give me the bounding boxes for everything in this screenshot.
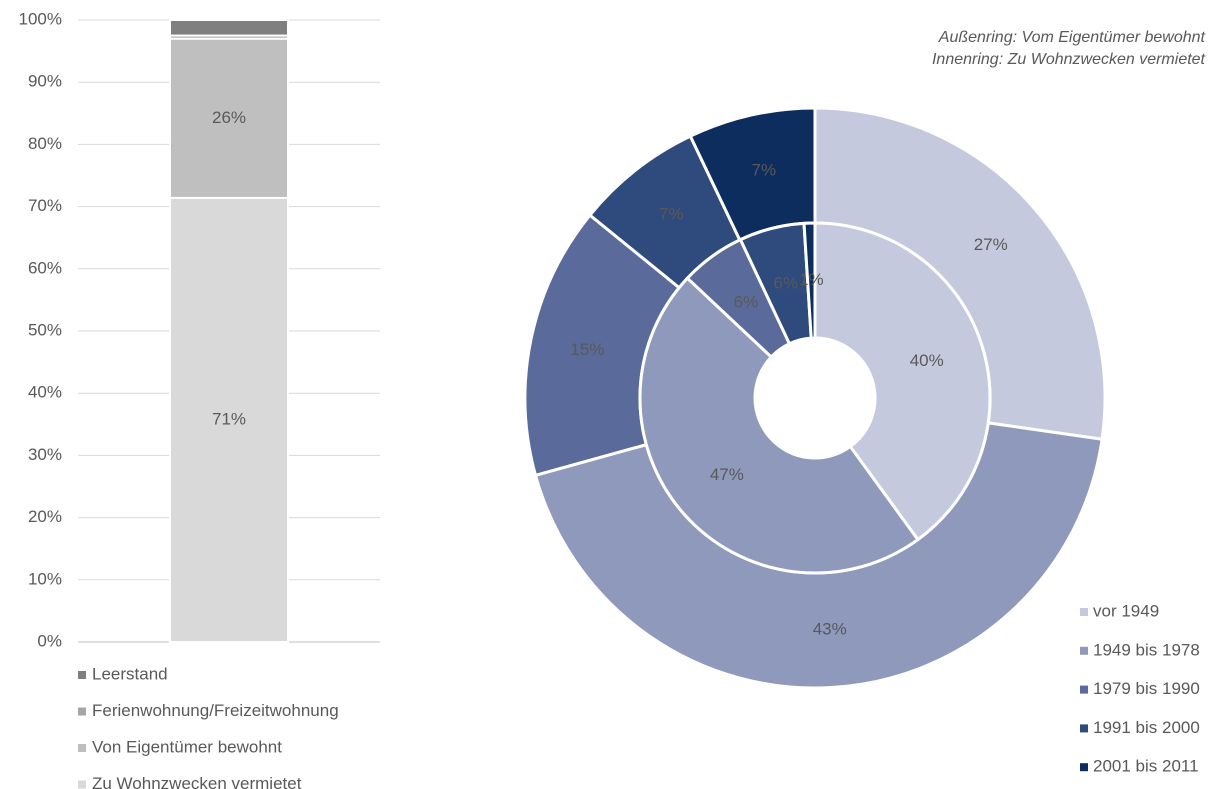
y-tick-label: 0% xyxy=(37,631,62,650)
data-label: 15% xyxy=(570,340,604,359)
legend-label: Von Eigentümer bewohnt xyxy=(92,737,282,756)
bar-segment xyxy=(169,19,289,37)
legend-label: 1949 bis 1978 xyxy=(1093,640,1200,659)
data-label: 6% xyxy=(773,274,798,293)
legend-label: vor 1949 xyxy=(1093,601,1159,620)
donut-slice xyxy=(802,221,817,340)
annotation: Außenring: Vom Eigentümer bewohnt xyxy=(938,29,1206,46)
legend-label: Leerstand xyxy=(92,664,168,683)
legend-swatch xyxy=(78,671,86,679)
data-label: 26% xyxy=(212,108,246,127)
y-tick-label: 100% xyxy=(19,9,62,28)
data-label: 7% xyxy=(751,161,776,180)
data-label: 47% xyxy=(710,465,744,484)
data-label: 6% xyxy=(734,292,759,311)
legend-swatch xyxy=(1080,685,1088,694)
donut-slice xyxy=(813,221,992,542)
bar-segment xyxy=(169,196,289,643)
data-label: 40% xyxy=(910,351,944,370)
y-tick-label: 10% xyxy=(28,569,62,588)
y-tick-label: 60% xyxy=(28,258,62,277)
legend-label: 2001 bis 2011 xyxy=(1093,757,1199,776)
data-label: 43% xyxy=(813,620,847,639)
data-label: 71% xyxy=(212,409,246,428)
legend-label: 1979 bis 1990 xyxy=(1093,679,1200,698)
legend-swatch xyxy=(1080,724,1088,733)
legend-swatch xyxy=(1080,646,1088,655)
legend-swatch xyxy=(78,707,86,716)
legend-swatch xyxy=(1080,608,1088,616)
annotation: Innenring: Zu Wohnzwecken vermietet xyxy=(932,51,1206,68)
legend-label: 1991 bis 2000 xyxy=(1093,718,1200,737)
legend-label: Ferienwohnung/Freizeitwohnung xyxy=(92,701,339,720)
legend-swatch xyxy=(78,744,86,752)
legend-swatch xyxy=(1080,763,1088,772)
data-label: 1% xyxy=(799,270,824,289)
legend-label: Zu Wohnzwecken vermietet xyxy=(92,774,302,789)
y-tick-label: 30% xyxy=(28,445,62,464)
y-tick-label: 80% xyxy=(28,134,62,153)
y-tick-label: 90% xyxy=(28,72,62,91)
data-label: 27% xyxy=(974,235,1008,254)
y-tick-label: 70% xyxy=(28,196,62,215)
y-tick-label: 40% xyxy=(28,383,62,402)
data-label: 7% xyxy=(659,205,684,224)
bar-segment xyxy=(169,37,289,199)
y-tick-label: 20% xyxy=(28,507,62,526)
y-tick-label: 50% xyxy=(28,320,62,339)
donut-slice xyxy=(638,276,920,575)
legend-swatch xyxy=(78,780,86,789)
